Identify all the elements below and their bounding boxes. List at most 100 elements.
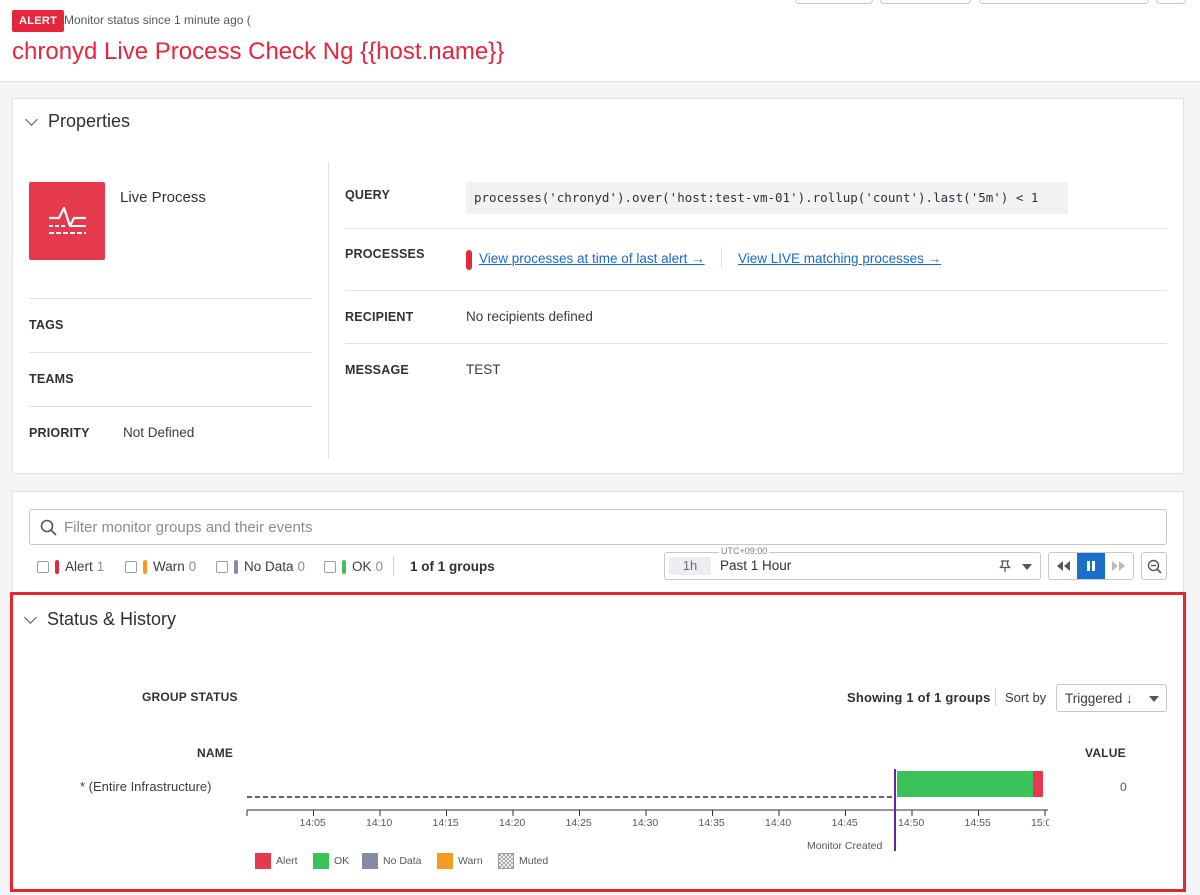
- tick-label: 14:50: [898, 817, 925, 829]
- pin-icon[interactable]: [998, 559, 1012, 573]
- header-button-3[interactable]: [979, 0, 1149, 4]
- fast-forward-icon: [1112, 561, 1125, 571]
- divider: [29, 352, 312, 353]
- time-badge: 1h: [669, 557, 711, 575]
- header-button-1[interactable]: [795, 0, 873, 4]
- legend-label: No Data: [383, 855, 422, 867]
- link-live-processes[interactable]: View LIVE matching processes →: [738, 251, 942, 266]
- chevron-down-icon: [1149, 696, 1159, 702]
- recipient-label: RECIPIENT: [345, 310, 414, 324]
- filter-count: 0: [297, 559, 306, 574]
- group-status-label: GROUP STATUS: [142, 690, 238, 704]
- search-placeholder: Filter monitor groups and their events: [64, 519, 313, 536]
- properties-title: Properties: [48, 111, 131, 131]
- status-history-toggle[interactable]: Status & History: [24, 609, 177, 630]
- checkbox[interactable]: [324, 560, 336, 573]
- checkbox[interactable]: [125, 560, 137, 573]
- status-history-title: Status & History: [47, 609, 177, 629]
- tick-label: 14:30: [632, 817, 659, 829]
- checkbox[interactable]: [216, 560, 228, 573]
- legend-alert: Alert: [255, 853, 298, 869]
- no-data-swatch: [234, 559, 238, 574]
- alert-indicator: [466, 250, 472, 270]
- fast-forward-button[interactable]: [1105, 553, 1133, 579]
- filter-count: 0: [375, 559, 384, 574]
- filter-label: OK: [352, 559, 372, 574]
- legend-label: OK: [334, 855, 350, 867]
- properties-toggle[interactable]: Properties: [25, 111, 131, 132]
- monitor-type: Live Process: [120, 189, 206, 206]
- rewind-icon: [1057, 561, 1070, 571]
- group-row-name[interactable]: * (Entire Infrastructure): [80, 779, 212, 794]
- ok-swatch: [342, 559, 346, 574]
- recipient-value: No recipients defined: [466, 309, 593, 324]
- monitor-header: ALERT Monitor status since 1 minute ago …: [0, 0, 1200, 82]
- monitor-created-label: Monitor Created: [807, 840, 883, 852]
- legend-muted: Muted: [498, 853, 548, 869]
- header-button-4[interactable]: [1156, 0, 1186, 4]
- filter-label: Alert: [65, 559, 93, 574]
- zoom-out-icon: [1147, 559, 1162, 574]
- tick-label: 14:45: [831, 817, 858, 829]
- rewind-button[interactable]: [1049, 553, 1077, 579]
- zoom-out-button[interactable]: [1141, 552, 1167, 580]
- legend-label: Alert: [276, 855, 298, 867]
- value-header: VALUE: [1085, 746, 1126, 760]
- chevron-down-icon: [25, 113, 38, 126]
- filter-ok[interactable]: OK 0: [324, 559, 383, 574]
- alert-swatch: [255, 853, 271, 869]
- showing-groups: Showing 1 of 1 groups: [847, 690, 991, 705]
- no-data-swatch: [362, 853, 378, 869]
- tick-marks: [246, 810, 1046, 816]
- filter-panel: Filter monitor groups and their events A…: [12, 491, 1184, 595]
- filter-no-data[interactable]: No Data 0: [216, 559, 305, 574]
- time-range-value: Past 1 Hour: [720, 558, 792, 573]
- legend-no-data: No Data: [362, 853, 422, 869]
- divider: [345, 343, 1167, 344]
- filter-alert[interactable]: Alert 1: [37, 559, 104, 574]
- group-row-value: 0: [1120, 780, 1127, 794]
- divider: [29, 406, 312, 407]
- divider: [721, 247, 722, 269]
- query-label: QUERY: [345, 188, 390, 202]
- tags-label: TAGS: [29, 318, 64, 332]
- time-range-select[interactable]: UTC+09:00 1h Past 1 Hour: [664, 546, 1041, 580]
- priority-value: Not Defined: [123, 425, 195, 440]
- search-icon: [40, 519, 57, 536]
- alert-swatch: [55, 559, 59, 574]
- teams-label: TEAMS: [29, 372, 74, 386]
- filter-warn[interactable]: Warn 0: [125, 559, 196, 574]
- groups-count: 1 of 1 groups: [410, 559, 495, 574]
- ok-segment: [897, 771, 1033, 797]
- timezone-label: UTC+09:00: [719, 546, 770, 556]
- tick-label: 14:20: [499, 817, 526, 829]
- name-header: NAME: [197, 746, 234, 760]
- status-timeline[interactable]: [243, 765, 1053, 855]
- tick-label: 14:05: [299, 817, 326, 829]
- filter-label: Warn: [153, 559, 185, 574]
- legend-ok: OK: [313, 853, 349, 869]
- sort-select[interactable]: Triggered ↓: [1056, 684, 1167, 712]
- pause-icon: [1087, 561, 1095, 571]
- warn-swatch: [437, 853, 453, 869]
- divider: [328, 162, 329, 459]
- live-process-icon: [29, 182, 105, 260]
- header-button-2[interactable]: [880, 0, 971, 4]
- search-input[interactable]: Filter monitor groups and their events: [29, 509, 1167, 545]
- tick-label: 14:15: [432, 817, 459, 829]
- legend-label: Muted: [519, 855, 549, 867]
- tick-label: 14:55: [964, 817, 991, 829]
- message-label: MESSAGE: [345, 363, 409, 377]
- checkbox[interactable]: [37, 560, 49, 573]
- tick-label: 14:25: [565, 817, 592, 829]
- message-value: TEST: [466, 362, 501, 377]
- chevron-down-icon: [24, 611, 37, 624]
- ok-swatch: [313, 853, 329, 869]
- link-processes-last-alert[interactable]: View processes at time of last alert →: [479, 251, 705, 266]
- divider: [995, 688, 996, 706]
- chevron-down-icon: [1022, 564, 1032, 570]
- legend-label: Warn: [458, 855, 483, 867]
- filter-count: 1: [96, 559, 105, 574]
- warn-swatch: [143, 559, 147, 574]
- pause-button[interactable]: [1077, 553, 1105, 579]
